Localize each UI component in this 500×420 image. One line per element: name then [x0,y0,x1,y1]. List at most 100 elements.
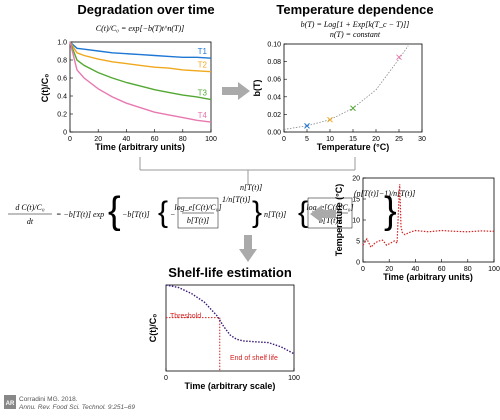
degradation-ytick-label: 0.4 [57,94,67,101]
rate-b-denominator-2: b[T(t)] [319,216,341,225]
temperature-ticks: 0 5 10 15 20 25 30 0.00 0.02 0.04 0.06 0.08 0.10 [267,42,426,144]
profile-series [362,184,495,249]
credit-block: AR Corradini MG. 2018. Annu. Rev. Food S… [4,395,135,411]
rate-exp-1: 1/n[T(t)] [222,195,250,204]
shelflife-title: Shelf-life estimation [168,265,292,280]
degradation-series: T1 T2 T3 T4 [69,41,212,123]
degradation-plot-frame [69,41,212,133]
rate-brace-close-2: } [384,190,397,232]
rate-brace-open: { [108,190,121,232]
profile-ytick-label: 0 [356,260,360,267]
degradation-series-label: T3 [198,89,208,98]
shelflife-panel: Shelf-life estimation 0 100 Threshold End… [148,265,300,391]
rate-term-b: −b[T(t)] [122,210,150,219]
temperature-point [304,122,310,129]
temperature-point [350,105,356,112]
publisher-logo [4,395,16,409]
temperature-ytick-label: 0.06 [267,77,281,84]
degradation-series-label: T2 [198,61,208,70]
degradation-ticks: 0 20 40 60 80 100 0 0.2 0.4 0.6 0.8 1.0 [57,40,217,144]
profile-ytick-label: 15 [352,197,360,204]
profile-ticks: 0 20 40 60 80 100 0 5 10 15 20 [352,176,500,274]
degradation-line-t3 [69,41,212,101]
degradation-ytick-label: 0.2 [57,112,67,119]
temperature-fit-curve [283,45,409,130]
degradation-line-t4 [69,41,212,123]
degradation-ylabel: C(t)/C₀ [40,74,50,103]
degradation-series-label: T1 [198,47,208,56]
temperature-ytick-label: 0.10 [267,42,281,49]
degradation-ytick-label: 0.8 [57,58,67,65]
temperature-ytick-label: 0.00 [267,130,281,137]
degradation-panel: Degradation over time C(t)/C₀ = exp[−b(T… [40,2,217,152]
temperature-xtick-label: 20 [372,136,380,143]
profile-ytick-label: 10 [352,218,360,225]
shelflife-plot-frame [165,284,295,372]
publisher-logo-text: AR [6,401,15,407]
rate-lhs-denominator: dt [27,217,34,226]
temperature-xtick-label: 5 [305,136,309,143]
degradation-equation: C(t)/C₀ = exp[−b(T)t^n(T)] [96,24,185,33]
profile-ytick-label: 20 [352,176,360,183]
profile-temperature-line [362,184,495,249]
profile-ytick-label: 5 [356,239,360,246]
rate-bracket-box-1 [177,197,219,229]
rate-equation: d C(t)/C₀ dt = −b[T(t)] exp { −b[T(t)] {… [8,183,415,232]
temperature-point [327,116,333,123]
degradation-xtick-label: 20 [94,136,102,143]
arrow-right-top [222,82,250,100]
temperature-point [396,54,402,61]
shelflife-series [165,284,295,371]
temperature-xtick-label: 25 [395,136,403,143]
shelflife-curve [165,284,295,355]
degradation-xtick-label: 80 [179,136,187,143]
rate-exp-3: (n[T(t)]−1)/n[T(t)] [354,189,415,198]
rate-b-denominator: b[T(t)] [187,216,209,225]
rate-brace-inner: { [158,196,168,229]
arrow-down [239,235,257,262]
arrow-left-mid [310,205,336,223]
profile-xlabel: Time (arbitrary units) [383,272,473,282]
degradation-ytick-label: 0 [63,130,67,137]
rate-brace-open-2: { [298,196,308,229]
shelflife-ylabel: C(t)/C₀ [148,314,158,343]
rate-bracket-box-2 [307,197,353,229]
end-of-shelf-life-label: End of shelf life [230,355,278,362]
profile-xtick-label: 0 [361,266,365,273]
shelflife-ticks: 0 100 [164,368,300,382]
temperature-panel: Temperature dependence b(T) = Log[1 + Ex… [252,2,434,152]
profile-xtick-label: 40 [412,266,420,273]
rate-term-minus: − [170,210,175,219]
rate-exp-2: n[T(t)] [240,183,262,192]
temperature-xtick-label: 0 [282,136,286,143]
profile-ylabel: Temperature (°C) [334,184,344,256]
credit-line-1: Corradini MG. 2018. [19,396,78,403]
shelflife-xtick-label: 100 [288,375,300,382]
rate-log-term-2: log_e[C(t)/C₀] [306,203,353,212]
degradation-line-t1 [69,41,212,59]
temperature-equation-2: n(T) = constant [330,30,381,39]
profile-panel: 0 20 40 60 80 100 0 5 10 15 20 Time (arbitrary uni… [334,176,500,283]
rate-log-term: log_e[C(t)/C₀] [174,203,221,212]
threshold-label: Threshold [170,313,201,320]
credit-line-2: Annu. Rev. Food Sci. Technol. 9:251–69 [18,404,135,411]
temperature-ylabel: b(T) [252,80,262,97]
rate-body: = −b[T(t)] exp [56,210,104,219]
rate-brace-close-1: } [252,196,262,229]
degradation-xtick-label: 0 [68,136,72,143]
rate-lhs-numerator: d C(t)/C₀ [15,203,44,212]
profile-xtick-label: 20 [385,266,393,273]
degradation-xtick-label: 60 [151,136,159,143]
shelflife-xlabel: Time (arbitrary scale) [185,381,276,391]
profile-xtick-label: 60 [438,266,446,273]
degradation-title: Degradation over time [77,2,214,17]
connector-lines [139,157,356,185]
degradation-xtick-label: 100 [205,136,217,143]
temperature-title: Temperature dependence [276,2,433,17]
temperature-ytick-label: 0.04 [267,94,281,101]
profile-xtick-label: 100 [488,266,500,273]
temperature-ytick-label: 0.02 [267,112,281,119]
temperature-plot-frame [283,43,423,133]
degradation-line-t2 [69,41,212,73]
